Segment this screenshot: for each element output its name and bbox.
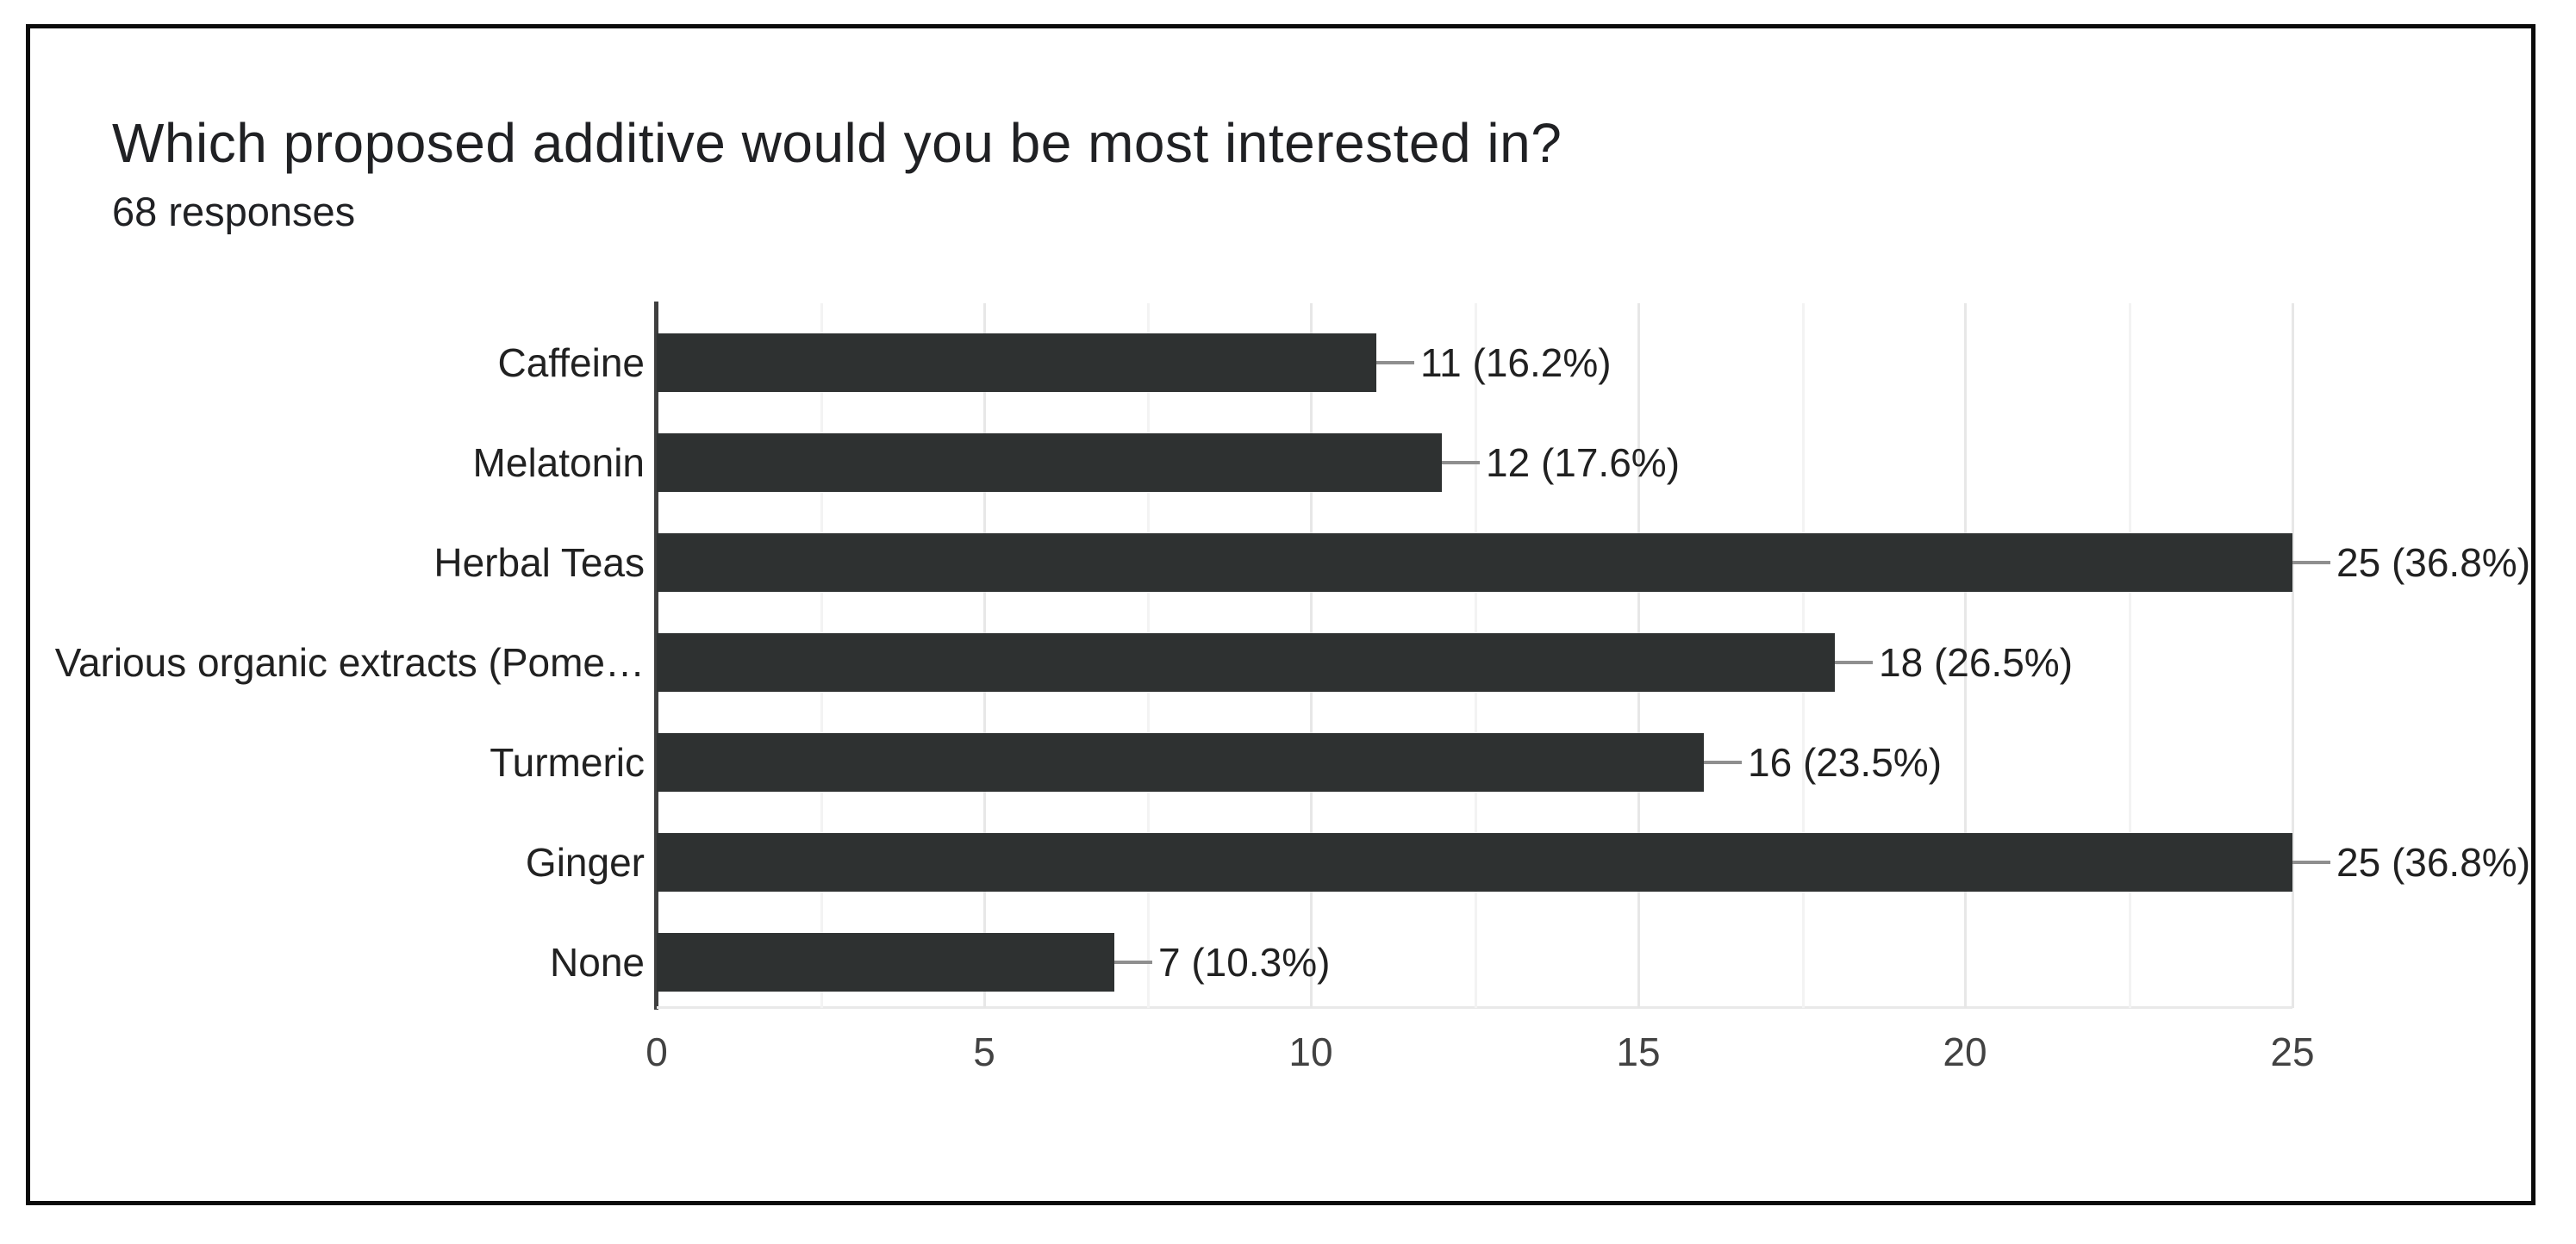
value-label: 25 (36.8%) (2336, 540, 2531, 585)
category-label: Ginger (525, 840, 645, 885)
major-gridline (1964, 303, 1967, 1008)
bar-turmeric (657, 733, 1704, 792)
major-gridline (2292, 303, 2294, 1008)
value-connector-line (1376, 361, 1414, 364)
chart-title: Which proposed additive would you be mos… (112, 112, 1562, 174)
value-label: 11 (16.2%) (1420, 340, 1612, 385)
bar-various-organic-extracts-pome (657, 633, 1835, 692)
bar-melatonin (657, 433, 1442, 492)
x-tick-label: 15 (1616, 1029, 1661, 1074)
x-tick-label: 5 (973, 1029, 995, 1074)
category-label: Turmeric (490, 740, 645, 785)
category-label: Various organic extracts (Pome… (54, 640, 645, 685)
value-connector-line (1704, 761, 1742, 764)
category-label: None (550, 940, 645, 985)
y-axis-line (654, 302, 658, 1010)
x-tick-label: 10 (1288, 1029, 1333, 1074)
bar-none (657, 933, 1114, 992)
bar-herbal-teas (657, 533, 2292, 592)
value-connector-line (1835, 661, 1873, 664)
value-label: 18 (26.5%) (1879, 640, 2074, 685)
minor-gridline (2129, 303, 2131, 1008)
value-connector-line (2292, 861, 2330, 864)
x-tick-label: 20 (1943, 1029, 1987, 1074)
value-label: 16 (23.5%) (1748, 740, 1943, 785)
value-connector-line (1114, 961, 1152, 964)
bar-ginger (657, 833, 2292, 892)
category-label: Melatonin (472, 440, 645, 485)
value-label: 7 (10.3%) (1158, 940, 1331, 985)
value-connector-line (1442, 461, 1480, 464)
x-tick-label: 0 (646, 1029, 668, 1074)
category-label: Caffeine (497, 340, 645, 385)
value-label: 25 (36.8%) (2336, 840, 2531, 885)
response-count: 68 responses (112, 189, 356, 234)
bar-caffeine (657, 333, 1376, 392)
value-label: 12 (17.6%) (1486, 440, 1681, 485)
value-connector-line (2292, 561, 2330, 564)
category-label: Herbal Teas (433, 540, 645, 585)
x-tick-label: 25 (2270, 1029, 2315, 1074)
